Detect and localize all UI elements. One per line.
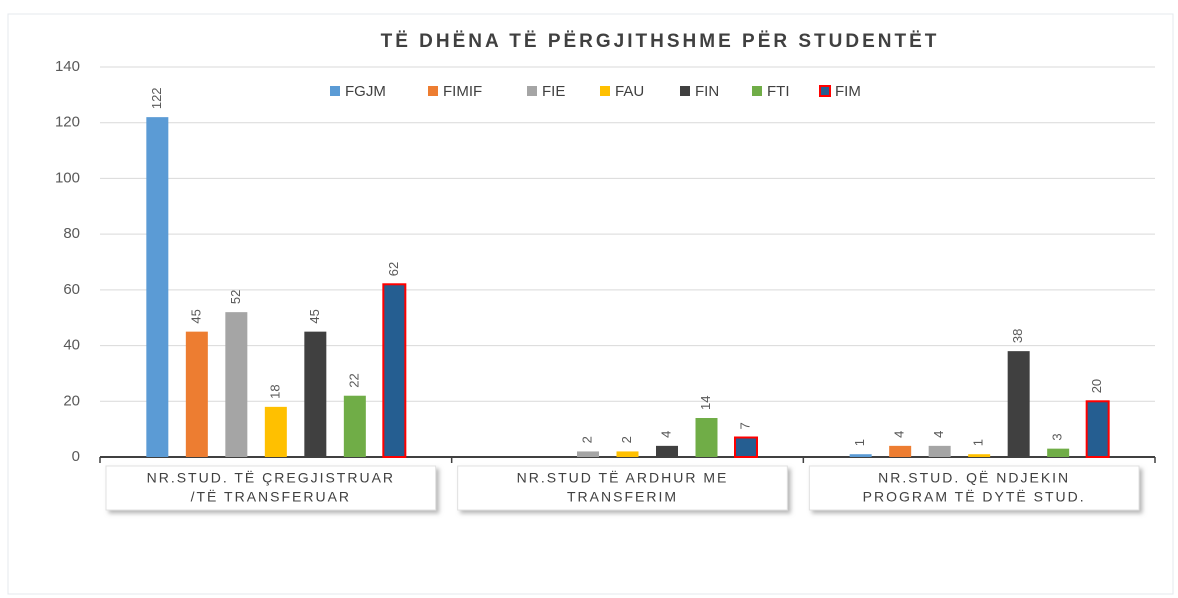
x-tick-label: PROGRAM TË DYTË STUD. [863, 489, 1086, 505]
legend-swatch [752, 86, 762, 96]
data-label: 4 [892, 431, 907, 438]
bar [968, 454, 991, 457]
data-label: 62 [386, 262, 401, 276]
y-tick-label: 100 [55, 169, 80, 186]
data-label: 20 [1089, 379, 1104, 393]
legend-label: FGJM [345, 83, 386, 100]
bar [1085, 400, 1110, 458]
y-tick-label: 0 [72, 448, 80, 465]
bar [146, 117, 169, 458]
bar [225, 312, 248, 457]
bar [185, 331, 208, 457]
y-tick-label: 20 [63, 392, 80, 409]
category-box [105, 465, 437, 511]
data-label: 52 [228, 290, 243, 304]
legend-swatch [600, 86, 610, 96]
y-tick-label: 60 [63, 281, 80, 298]
bar [928, 445, 951, 457]
category-box [457, 465, 788, 511]
bar [849, 454, 872, 457]
bar [616, 451, 639, 457]
legend-swatch [819, 85, 831, 97]
bar [1047, 448, 1070, 457]
data-label: 14 [698, 396, 713, 410]
data-label: 122 [149, 87, 164, 109]
data-label: 38 [1010, 329, 1025, 343]
x-tick-label: NR.STUD. QË NDJEKIN [878, 470, 1070, 486]
bar [656, 445, 678, 457]
bar [264, 406, 287, 457]
data-label: 7 [737, 422, 752, 429]
bar [343, 395, 366, 457]
data-label: 4 [931, 431, 946, 438]
x-tick-label: TRANSFERIM [567, 489, 678, 505]
x-tick-label: NR.STUD. TË ÇREGJISTRUAR [147, 470, 395, 486]
x-tick-label: /TË TRANSFERUAR [191, 489, 351, 505]
legend-label: FIE [542, 83, 565, 100]
bar [695, 418, 718, 457]
legend-label: FIMIF [443, 83, 482, 100]
data-label: 2 [579, 436, 594, 443]
y-tick-label: 80 [63, 225, 80, 242]
y-tick-label: 40 [63, 337, 80, 354]
bar [304, 331, 327, 457]
x-tick-label: NR.STUD TË ARDHUR ME [517, 470, 729, 486]
legend-swatch [680, 86, 690, 96]
bar [577, 451, 599, 457]
legend-swatch [330, 86, 340, 96]
data-label: 3 [1050, 433, 1065, 440]
data-label: 1 [971, 439, 986, 446]
chart-title: TË DHËNA TË PËRGJITHSHME PËR STUDENTËT [381, 31, 940, 52]
data-label: 1 [852, 439, 867, 446]
y-tick-label: 120 [55, 114, 80, 131]
data-label: 4 [658, 431, 673, 438]
data-label: 45 [188, 309, 203, 323]
bar [889, 445, 912, 457]
data-label: 22 [346, 373, 361, 387]
data-label: 2 [619, 436, 634, 443]
legend-label: FTI [767, 83, 790, 100]
legend-label: FIM [835, 83, 861, 100]
legend-swatch [527, 86, 537, 96]
legend-swatch [428, 86, 438, 96]
y-tick-label: 140 [55, 58, 80, 75]
category-box [808, 465, 1140, 511]
data-label: 45 [307, 309, 322, 323]
bar [734, 436, 758, 458]
data-label: 18 [267, 384, 282, 398]
legend-label: FIN [695, 83, 719, 100]
legend-label: FAU [615, 83, 644, 100]
bar [382, 283, 407, 458]
bar [1007, 351, 1030, 457]
